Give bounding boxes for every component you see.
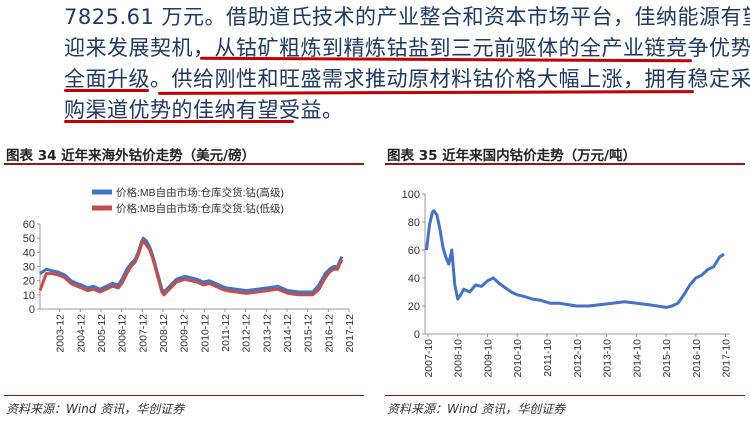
overseas-cobalt-price-chart: 0 10 20 30 40 50 60 2003-12 2004-12 2005-12 2006-1… <box>23 186 356 353</box>
x-tick-label: 2016-10 <box>691 339 703 378</box>
x-tick-label: 2007-10 <box>423 339 435 378</box>
paragraph-text-underlined: 从钴矿粗炼到精炼钴盐到三元前驱体的全产业链竞争优势 <box>214 36 750 60</box>
x-tick-label: 2013-10 <box>602 339 614 378</box>
paragraph-line-3: 全面升级。供给刚性和旺盛需求推动原材料钴价格大幅上涨，拥有稳定采 <box>64 64 750 95</box>
y-tick-label: 20 <box>23 276 35 288</box>
x-tick-label: 2010-12 <box>199 314 211 353</box>
y-tick-label: 10 <box>23 290 35 302</box>
x-tick-label: 2017-10 <box>721 339 733 378</box>
paragraph-text-plain: 迎来发展契机， <box>64 36 215 60</box>
x-tick-label: 2015-12 <box>303 314 315 353</box>
figure-34-source: 资料来源：Wind 资讯，华创证券 <box>6 402 185 416</box>
figure-34-top-rule <box>4 163 364 165</box>
series-line <box>425 209 725 309</box>
figure-34-bottom-rule <box>4 395 364 396</box>
y-tick-label: 0 <box>29 304 35 316</box>
series-line-high-grade <box>39 236 344 294</box>
y-tick-label: 0 <box>414 329 420 341</box>
underline-mark <box>64 120 294 123</box>
x-tick-label: 2016-12 <box>323 314 335 353</box>
x-tick-label: 2008-12 <box>158 314 170 353</box>
y-tick-label: 80 <box>408 217 420 229</box>
x-tick-label: 2015-10 <box>661 339 673 378</box>
paragraph-text-underlined: 全面升级。 <box>64 67 172 91</box>
x-tick-label: 2011-12 <box>220 314 232 352</box>
x-tick-label: 2011-10 <box>542 339 554 377</box>
x-tick-label: 2014-12 <box>282 314 294 353</box>
body-paragraph: 7825.61 万元。借助道氏技术的产业整合和资本市场平台，佳纳能源有望 迎来发… <box>64 2 750 126</box>
paragraph-line-2: 迎来发展契机，从钴矿粗炼到精炼钴盐到三元前驱体的全产业链竞争优势 <box>64 33 750 64</box>
figure-34-title: 图表 34 近年来海外钴价走势（美元/磅） <box>6 148 256 164</box>
series-line-low-grade <box>38 239 344 297</box>
x-tick-label: 2008-10 <box>453 339 465 378</box>
figure-35-top-rule <box>385 163 745 165</box>
paragraph-text-underlined: 供给刚性和旺盛需求推动原材料钴价格大幅上涨，拥有稳定采 <box>171 67 750 91</box>
underline-mark <box>64 89 149 92</box>
paragraph-text-plain: 。 <box>322 98 344 122</box>
x-tick-label: 2003-12 <box>55 314 67 353</box>
x-tick-label: 2009-10 <box>482 339 494 378</box>
paragraph-text-underlined: 购渠道优势的佳纳有望受益 <box>64 98 322 122</box>
x-tick-label: 2009-12 <box>179 314 191 353</box>
x-tick-label: 2012-12 <box>241 314 253 353</box>
paragraph-line-1: 7825.61 万元。借助道氏技术的产业整合和资本市场平台，佳纳能源有望 <box>64 5 750 29</box>
figure-35-bottom-rule <box>385 395 745 396</box>
figure-35-title: 图表 35 近年来国内钴价走势（万元/吨） <box>387 148 637 164</box>
paragraph-line-4: 购渠道优势的佳纳有望受益。 <box>64 95 724 126</box>
x-tick-label: 2010-10 <box>512 339 524 378</box>
y-tick-label: 20 <box>408 301 420 313</box>
y-tick-label: 60 <box>408 245 420 257</box>
x-tick-label: 2012-10 <box>572 339 584 378</box>
domestic-cobalt-price-chart: 0 20 40 60 80 100 2007-10 2008-10 2009-10 2010-10… <box>402 189 733 378</box>
x-tick-label: 2014-10 <box>631 339 643 378</box>
figure-35-source: 资料来源：Wind 资讯，华创证券 <box>387 402 566 416</box>
y-tick-label: 100 <box>402 189 420 201</box>
x-tick-label: 2004-12 <box>75 314 87 353</box>
legend-label: 价格:MB自由市场:仓库交货:钴(低级) <box>116 202 284 215</box>
y-tick-label: 40 <box>23 247 35 259</box>
y-tick-label: 40 <box>408 273 420 285</box>
y-tick-label: 50 <box>23 233 35 245</box>
x-tick-label: 2013-12 <box>261 314 273 353</box>
y-tick-label: 30 <box>23 262 35 274</box>
legend-label: 价格:MB自由市场:仓库交货:钴(高级) <box>116 186 284 199</box>
x-tick-label: 2006-12 <box>117 314 129 353</box>
y-tick-label: 60 <box>23 219 35 231</box>
x-tick-label: 2007-12 <box>137 314 149 353</box>
x-tick-label: 2005-12 <box>96 314 108 353</box>
x-tick-label: 2017-12 <box>344 314 356 353</box>
